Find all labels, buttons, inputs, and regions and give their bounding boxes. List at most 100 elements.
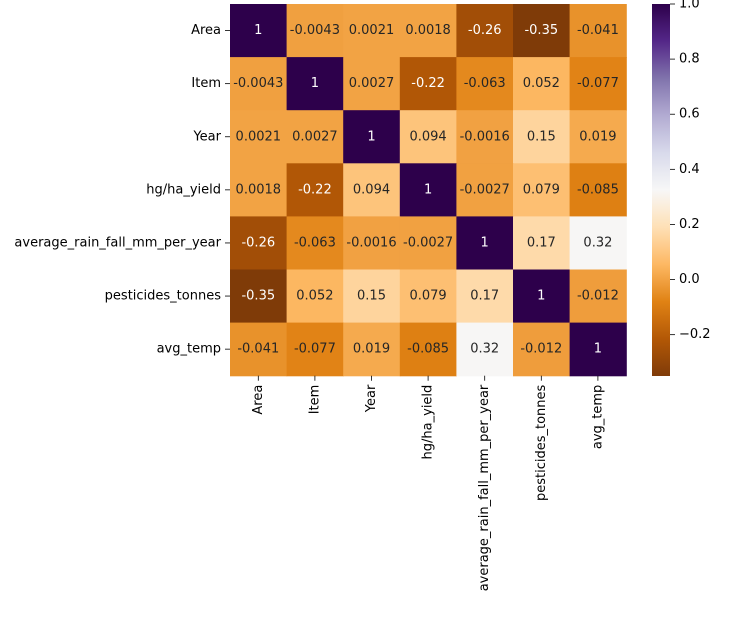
cell-annotation: -0.26 <box>468 23 502 38</box>
cell-annotation: 0.094 <box>409 129 446 144</box>
cell-annotation: -0.085 <box>407 342 449 357</box>
cell-annotation: 0.17 <box>470 289 499 304</box>
x-tick-label: pesticides_tonnes <box>534 384 549 501</box>
x-tick-label: avg_temp <box>590 385 605 449</box>
cell-annotation: 0.0018 <box>236 182 282 197</box>
heatmap-cell <box>456 163 514 217</box>
cell-annotation: -0.041 <box>577 23 619 38</box>
cell-annotation: -0.35 <box>241 289 275 304</box>
y-tick-label: Year <box>192 129 221 144</box>
x-tick-label: hg/ha_yield <box>421 385 436 460</box>
heatmap-cell <box>399 4 457 58</box>
x-tick-label: Item <box>307 385 322 415</box>
cell-annotation: -0.0016 <box>346 235 396 250</box>
heatmap-cell <box>286 110 344 164</box>
y-tick-label: avg_temp <box>157 342 221 357</box>
heatmap-cell <box>569 269 627 324</box>
colorbar-tick-label: −0.2 <box>679 327 711 342</box>
cell-annotation: -0.0027 <box>460 182 510 197</box>
x-tick-label: average_rain_fall_mm_per_year <box>477 384 492 591</box>
heatmap-cell <box>286 322 344 377</box>
colorbar-tick-label: 0.0 <box>679 272 700 287</box>
y-tick-label: Item <box>191 76 221 91</box>
heatmap-cell <box>456 322 514 377</box>
x-tick-label: Area <box>251 385 266 415</box>
cell-annotation: 1 <box>254 23 262 38</box>
cell-annotation: -0.0016 <box>460 129 510 144</box>
heatmap-annotations: 1 -0.0043 0.0021 0.0018 -0.26 -0.35 -0.041 -0.0… <box>233 23 619 357</box>
heatmap-cell <box>343 57 401 111</box>
cell-annotation: 0.32 <box>470 342 499 357</box>
heatmap-cell <box>343 163 401 217</box>
cell-annotation: 1 <box>537 289 545 304</box>
heatmap-cell <box>456 110 514 164</box>
x-tick-label: Year <box>364 384 379 413</box>
cell-annotation: 0.0021 <box>349 23 395 38</box>
heatmap-cell <box>343 216 401 271</box>
colorbar-tick-label: 0.8 <box>679 52 700 67</box>
heatmap-cell <box>569 110 627 164</box>
heatmap-cell <box>230 163 288 217</box>
colorbar-tick-label: 1.0 <box>679 0 700 12</box>
heatmap-cell <box>399 163 457 217</box>
heatmap-cell <box>513 110 571 164</box>
heatmap-cell <box>569 163 627 217</box>
heatmap-cell <box>230 322 288 377</box>
cell-annotation: 0.052 <box>296 289 333 304</box>
y-tick-label: average_rain_fall_mm_per_year <box>14 235 221 250</box>
heatmap-cell <box>343 322 401 377</box>
heatmap-cell <box>343 269 401 324</box>
cell-annotation: 0.15 <box>527 129 556 144</box>
cell-annotation: 0.15 <box>357 289 386 304</box>
heatmap-cell <box>399 110 457 164</box>
heatmap-cell <box>513 216 571 271</box>
y-axis: Area Item Year hg/ha_yield average_rain_fall… <box>14 23 230 357</box>
cell-annotation: -0.077 <box>577 76 619 91</box>
heatmap-cell <box>513 4 571 58</box>
colorbar: −0.2 0.0 0.2 0.4 0.6 0.8 1.0 <box>652 0 711 376</box>
cell-annotation: 1 <box>481 235 489 250</box>
heatmap-cell <box>230 216 288 271</box>
heatmap-cell <box>569 216 627 271</box>
cell-annotation: 0.0027 <box>349 76 395 91</box>
heatmap-cell <box>286 4 344 58</box>
cell-annotation: 0.094 <box>353 182 390 197</box>
heatmap-cells <box>230 4 627 377</box>
heatmap-cell <box>456 57 514 111</box>
cell-annotation: 1 <box>424 182 432 197</box>
cell-annotation: 1 <box>311 76 319 91</box>
heatmap-cell <box>569 57 627 111</box>
heatmap-cell <box>343 110 401 164</box>
cell-annotation: 0.0027 <box>292 129 338 144</box>
heatmap-cell <box>456 216 514 271</box>
heatmap-cell <box>286 57 344 111</box>
cell-annotation: 1 <box>367 129 375 144</box>
cell-annotation: -0.22 <box>411 76 445 91</box>
cell-annotation: 0.0018 <box>405 23 451 38</box>
heatmap-cell <box>456 269 514 324</box>
cell-annotation: 0.019 <box>579 129 616 144</box>
heatmap-cell <box>230 4 288 58</box>
cell-annotation: -0.012 <box>520 342 562 357</box>
cell-annotation: -0.085 <box>577 182 619 197</box>
cell-annotation: 0.0021 <box>236 129 282 144</box>
cell-annotation: 0.079 <box>523 182 560 197</box>
heatmap-cell <box>399 322 457 377</box>
x-axis: Area Item Year hg/ha_yield average_rain_fall… <box>251 375 605 591</box>
colorbar-tick-label: 0.6 <box>679 107 700 122</box>
cell-annotation: -0.22 <box>298 182 332 197</box>
heatmap-cell <box>569 4 627 58</box>
colorbar-gradient <box>652 4 670 376</box>
heatmap-cell <box>399 57 457 111</box>
cell-annotation: 1 <box>594 342 602 357</box>
heatmap-cell <box>513 269 571 324</box>
heatmap-cell <box>230 57 288 111</box>
cell-annotation: -0.077 <box>294 342 336 357</box>
heatmap-cell <box>286 216 344 271</box>
cell-annotation: -0.063 <box>464 76 506 91</box>
cell-annotation: -0.012 <box>577 289 619 304</box>
y-tick-label: pesticides_tonnes <box>105 289 222 304</box>
cell-annotation: -0.041 <box>237 342 279 357</box>
heatmap-cell <box>230 110 288 164</box>
